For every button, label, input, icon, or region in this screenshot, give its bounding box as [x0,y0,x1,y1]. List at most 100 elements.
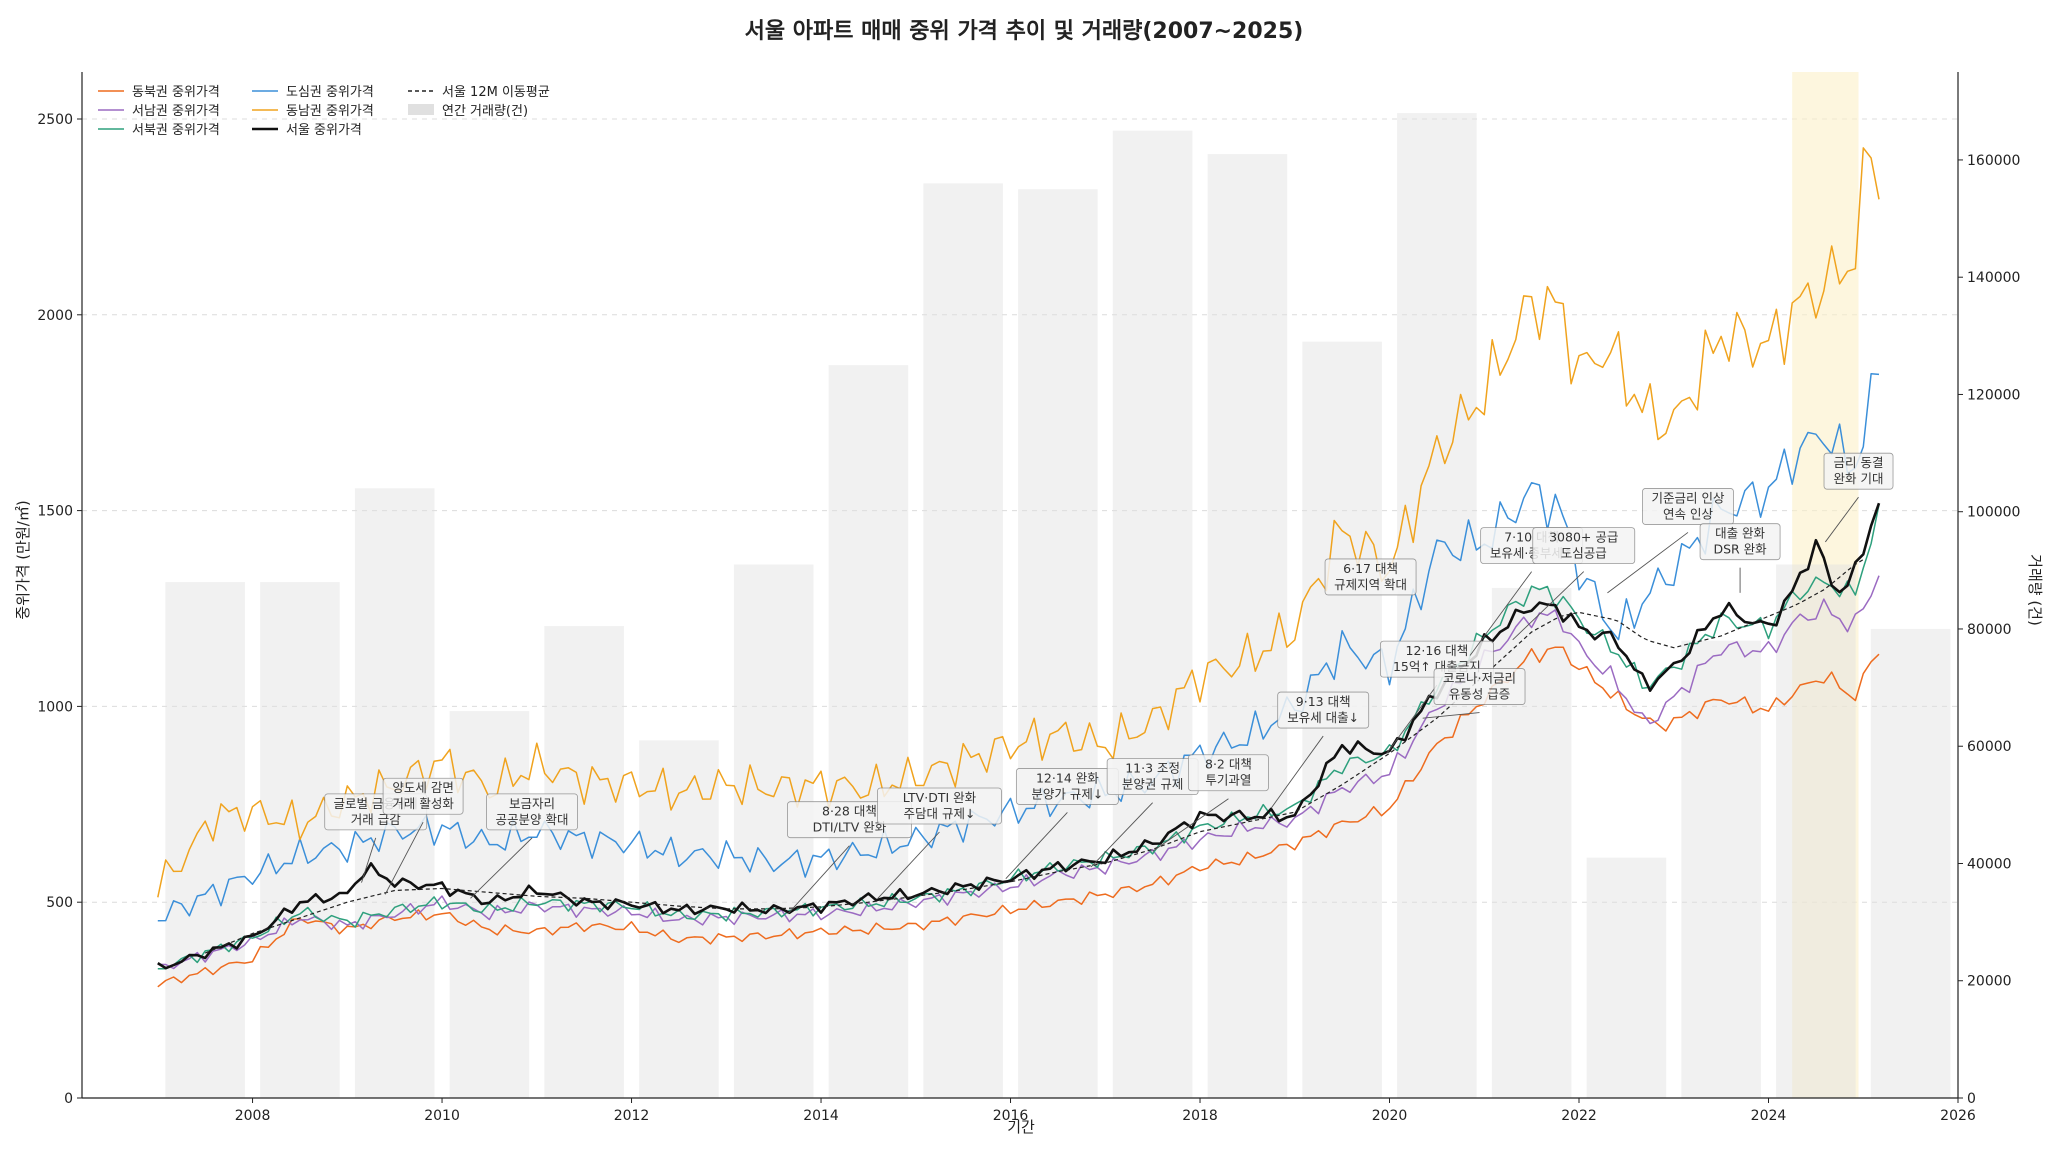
series-line [204,558,1864,954]
annotation-box [1642,488,1734,525]
legend-label: 서남권 중위가격 [132,104,220,119]
annotation-text: 도심공급 [1561,546,1607,561]
annotation-box [1823,452,1894,490]
annotation-text: DSR 완화 [1713,542,1767,557]
volume-bar [1207,154,1288,1098]
volume-bar [923,183,1003,1098]
x-tick-label: 2018 [1182,1108,1218,1124]
annotation-arrow [787,845,850,915]
legend-label: 서울 12M 이동평균 [442,85,550,100]
annotation-text: 12·14 완화 [1036,770,1099,785]
annotation-text: 11·3 조정 [1125,761,1180,776]
annotation-text: 주담대 규제↓ [903,806,975,821]
legend-label: 동남권 중위가격 [286,104,374,119]
chart-title: 서울 아파트 매매 중위 가격 추이 및 거래량(2007~2025) [745,19,1304,44]
annotation-arrow [877,831,940,899]
annotation-text: 규제지역 확대 [1334,577,1407,592]
annotation-text: 금리 동결 [1834,455,1884,470]
annotation-text: 분양가 규제↓ [1031,786,1103,801]
annotation-text: 코로나·저금리 [1443,671,1516,686]
annotation-text: 8·2 대책 [1205,757,1252,772]
series-line [157,646,1880,988]
axes: 2008 2010 2012 2014 2016 2018 2020 2022 2024 2026… [37,72,2020,1124]
legend-swatch [408,104,434,115]
annotation-text: 연속 인상 [1663,506,1713,521]
y-tick-label: 1000 [37,699,73,715]
annotation-text: 분양권 규제 [1122,777,1183,792]
volume-bar [1397,113,1477,1099]
annotation-arrow [1512,571,1585,641]
volume-bar [1681,640,1761,1098]
y2-tick-label: 140000 [1967,270,2020,286]
series-line [157,502,1881,970]
annotation-text: 3080+ 공급 [1549,530,1618,545]
volume-bar [1018,189,1098,1098]
legend-label: 도심권 중위가격 [286,85,374,100]
annotation-arrow [1607,532,1689,594]
annotation-box [1433,668,1526,705]
annotation-arrow [384,822,424,895]
volume-bars [165,113,1951,1099]
annotation-box [1532,527,1636,564]
y-tick-label: 2500 [37,112,73,128]
legend-label: 서북권 중위가격 [132,123,220,138]
y2-tick-label: 80000 [1967,622,2012,638]
annotation-text: 보유세 대출↓ [1287,710,1359,725]
series-line [157,147,1880,898]
annotation-text: 유동성 급증 [1449,687,1510,702]
volume-bar [544,626,624,1098]
x-tick-label: 2022 [1561,1108,1597,1124]
annotation-arrow [1422,712,1480,719]
volume-bar [165,582,245,1098]
y-tick-label: 0 [64,1091,73,1107]
annotation-text: 공공분양 확대 [496,812,569,827]
x-tick-label: 2016 [993,1108,1029,1124]
legend-label: 서울 중위가격 [286,123,362,138]
y2-tick-label: 120000 [1967,387,2020,403]
annotation-text: 기준금리 인상 [1651,490,1724,505]
x-tick-label: 2026 [1940,1108,1976,1124]
annotation-arrow [1005,812,1068,880]
annotation-text: 거래 활성화 [392,796,454,811]
annotation-text: 완화 기대 [1834,471,1884,486]
annotation-arrow [1090,802,1153,868]
annotation-text: 6·17 대책 [1343,561,1398,576]
series-line [157,373,1880,922]
annotation-text: 투기과열 [1205,773,1251,788]
annotation-arrow [1270,735,1324,809]
volume-bar [1491,587,1572,1098]
annotation-box [877,787,1002,825]
annotation-box [1324,558,1417,596]
annotation-arrow [1824,496,1859,543]
x-axis-label: 기간 [1007,1118,1035,1136]
y2-tick-label: 60000 [1967,739,2012,755]
y-axis-label: 중위가격 (만원/㎡) [14,500,32,619]
annotation-text: 8·28 대책 [822,804,877,819]
x-tick-label: 2008 [235,1108,271,1124]
annotation-box [382,777,464,815]
volume-bar [1112,130,1193,1099]
legend-label: 연간 거래량(건) [442,104,528,119]
y2-tick-label: 160000 [1967,153,2020,169]
volume-bar [1870,628,1951,1098]
y-tick-label: 2000 [37,308,73,324]
series-lines [157,147,1881,988]
y2-tick-label: 20000 [1967,974,2012,990]
annotation-text: DTI/LTV 완화 [813,820,887,835]
y-tick-label: 1500 [37,504,73,520]
x-tick-label: 2024 [1751,1108,1787,1124]
annotation-box [1188,754,1269,792]
annotation-text: 대출 완화 [1715,526,1765,541]
x-tick-label: 2014 [803,1108,839,1124]
annotation-arrow [470,837,533,899]
annotation-text: 양도세 감면 [392,780,453,795]
annotation-text: 12·16 대책 [1406,643,1469,658]
annotation-arrow [1152,798,1229,852]
series-line [157,575,1880,970]
y-tick-label: 500 [46,895,73,911]
y2-tick-label: 40000 [1967,856,2012,872]
y2-axis-label: 거래량 (건) [2026,554,2044,626]
annotation-box [1699,523,1781,561]
annotation-text: LTV·DTI 완화 [903,790,977,805]
annotation-text: 보금자리 [509,796,555,811]
